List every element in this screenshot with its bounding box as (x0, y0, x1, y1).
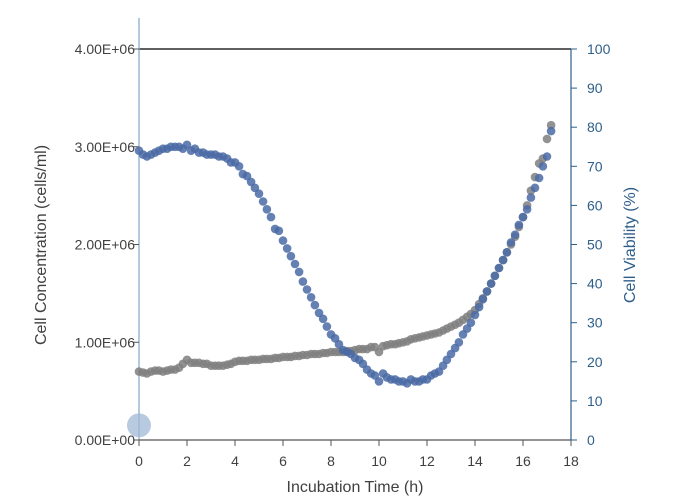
viability-point (254, 189, 264, 198)
y2-tick-label: 30 (587, 315, 603, 331)
viability-point (470, 310, 480, 320)
y-tick-label: 2.00E+06 (75, 237, 136, 253)
viability-point (298, 277, 308, 286)
viability-point (258, 197, 268, 206)
x-tick-label: 16 (515, 453, 531, 469)
viability-point (302, 285, 312, 294)
y2-tick-label: 100 (587, 41, 611, 57)
y2-tick-label: 40 (587, 276, 603, 292)
viability-point (542, 152, 552, 161)
origin-marker (127, 413, 151, 438)
x-axis-ticks: 0 2 4 6 8 10 12 14 16 18 (135, 440, 579, 469)
viability-point (490, 271, 500, 281)
concentration-point (546, 120, 556, 130)
viability-point (546, 126, 556, 136)
y-tick-label: 3.00E+06 (75, 139, 136, 155)
y2-tick-label: 70 (587, 158, 603, 174)
viability-point (318, 314, 328, 324)
viability-point (526, 193, 536, 202)
concentration-point (542, 134, 552, 144)
viability-point (534, 173, 544, 183)
y-tick-label: 4.00E+06 (75, 41, 136, 57)
viability-point (530, 183, 540, 193)
viability-point (294, 267, 304, 277)
right-axis-ticks: 0 10 20 30 40 50 60 70 80 90 100 (571, 41, 611, 448)
viability-point (290, 259, 300, 269)
y2-tick-label: 20 (587, 354, 603, 370)
x-tick-label: 10 (371, 453, 387, 469)
y-tick-label: 1.00E+06 (75, 334, 136, 350)
left-axis-ticks: 0.00E+00 1.00E+06 2.00E+06 3.00E+06 4.00E+06 (75, 41, 139, 448)
x-tick-label: 14 (467, 453, 483, 469)
viability-point (234, 162, 244, 171)
viability-point (518, 212, 528, 222)
x-tick-label: 18 (563, 453, 579, 469)
x-tick-label: 4 (231, 453, 239, 469)
y2-tick-label: 90 (587, 80, 603, 96)
viability-point (502, 248, 512, 257)
x-tick-label: 0 (135, 453, 143, 469)
viability-point (374, 377, 384, 386)
viability-point (498, 255, 508, 265)
x-axis-title: Incubation Time (h) (287, 479, 424, 496)
y2-tick-label: 80 (587, 119, 603, 135)
viability-point (322, 322, 332, 331)
viability-point (274, 226, 284, 236)
viability-point (486, 279, 496, 288)
y2-tick-label: 50 (587, 237, 603, 253)
viability-point (514, 220, 524, 230)
viability-point (310, 300, 320, 310)
x-tick-label: 6 (279, 453, 287, 469)
y-tick-label: 0.00E+00 (75, 432, 136, 448)
viability-point (538, 162, 548, 171)
viability-point (478, 294, 488, 304)
viability-point (482, 287, 492, 296)
viability-point (306, 293, 316, 302)
viability-point (494, 263, 504, 273)
viability-point (278, 236, 288, 245)
y2-axis-title: Cell Viability (%) (622, 187, 639, 303)
viability-point (286, 251, 296, 261)
viability-point (454, 338, 464, 347)
viability-point (266, 212, 276, 222)
y2-tick-label: 10 (587, 393, 603, 409)
y-axis-title: Cell Concentration (cells/ml) (33, 145, 50, 345)
data-points (127, 120, 556, 438)
y2-tick-label: 60 (587, 197, 603, 213)
x-tick-label: 8 (327, 453, 335, 469)
viability-point (506, 238, 516, 247)
y2-tick-label: 0 (587, 432, 595, 448)
viability-point (262, 205, 272, 214)
viability-point (474, 302, 484, 312)
x-tick-label: 2 (183, 453, 191, 469)
viability-point (510, 230, 520, 239)
viability-point (282, 244, 292, 253)
x-tick-label: 12 (419, 453, 435, 469)
viability-point (522, 205, 532, 214)
viability-point (466, 318, 476, 328)
